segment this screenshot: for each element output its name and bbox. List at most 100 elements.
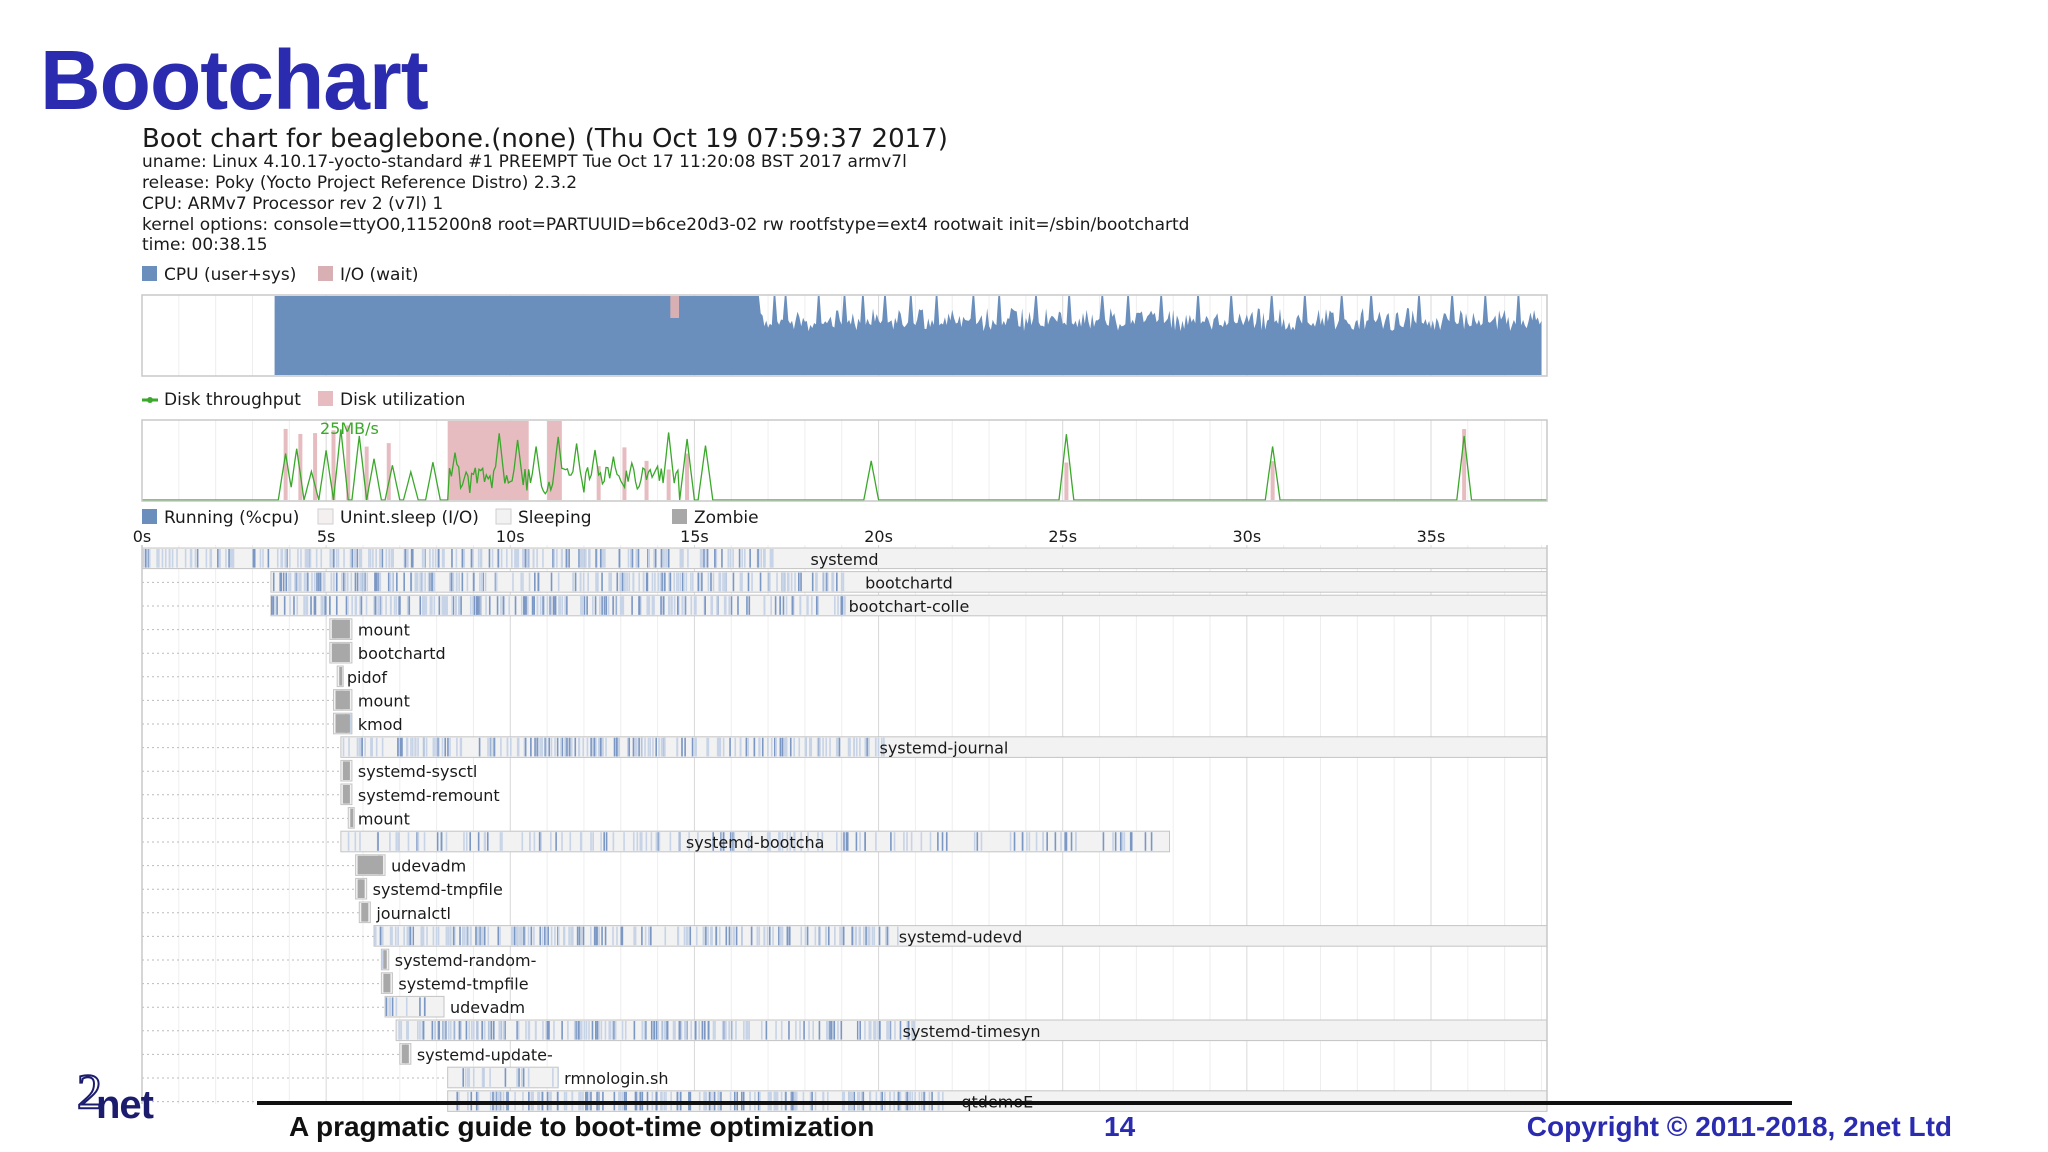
process-zombie-fill <box>357 879 365 898</box>
process-cpu-tick <box>344 572 347 592</box>
process-cpu-tick <box>483 832 486 851</box>
process-cpu-tick <box>730 926 732 946</box>
process-cpu-tick <box>463 926 466 946</box>
disk-utilization-spike <box>666 469 671 500</box>
process-cpu-tick <box>536 737 538 757</box>
process-cpu-tick <box>320 549 323 568</box>
process-cpu-tick <box>705 549 707 568</box>
process-cpu-tick <box>354 572 357 592</box>
process-cpu-tick <box>721 832 723 851</box>
process-cpu-tick <box>743 549 746 568</box>
process-cpu-tick <box>621 596 623 615</box>
process-cpu-tick <box>830 1021 833 1040</box>
process-cpu-tick <box>788 1021 790 1040</box>
process-cpu-tick <box>573 1021 576 1040</box>
process-cpu-tick <box>629 549 632 568</box>
process-cpu-tick <box>516 1068 518 1087</box>
process-cpu-tick <box>480 549 483 568</box>
process-cpu-tick <box>420 926 423 946</box>
process-cpu-tick <box>768 832 770 851</box>
process-cpu-tick <box>743 1021 745 1040</box>
process-zombie-fill <box>357 855 384 875</box>
process-cpu-tick <box>416 572 419 592</box>
process-cpu-tick <box>687 926 689 946</box>
process-cpu-tick <box>690 1021 693 1040</box>
process-cpu-tick <box>406 737 408 757</box>
process-cpu-tick <box>1114 832 1117 851</box>
process-cpu-tick <box>775 1021 777 1040</box>
process-cpu-tick <box>873 926 876 946</box>
process-cpu-tick <box>349 549 352 568</box>
legend-zombie: Zombie <box>694 508 759 528</box>
process-cpu-tick <box>652 737 654 757</box>
process-cpu-tick <box>674 1021 676 1040</box>
process-cpu-tick <box>472 596 474 615</box>
process-cpu-tick <box>658 737 660 757</box>
process-cpu-tick <box>311 572 313 592</box>
process-cpu-tick <box>845 832 848 851</box>
legend-swatch-utilization <box>318 391 333 406</box>
process-cpu-tick <box>1064 832 1066 851</box>
process-cpu-tick <box>662 737 664 757</box>
process-cpu-tick <box>335 549 338 568</box>
process-cpu-tick <box>784 737 787 757</box>
process-cpu-tick <box>517 1021 520 1040</box>
process-cpu-tick <box>313 596 316 615</box>
process-cpu-tick <box>229 549 232 568</box>
process-cpu-tick <box>366 572 369 592</box>
process-cpu-tick <box>628 572 631 592</box>
process-cpu-tick <box>781 737 784 757</box>
process-cpu-tick <box>587 572 589 592</box>
process-label: bootchartd <box>865 573 953 592</box>
process-cpu-tick <box>840 572 843 592</box>
process-cpu-tick <box>329 596 331 615</box>
process-cpu-tick <box>719 737 722 757</box>
process-cpu-tick <box>477 1021 479 1040</box>
process-cpu-tick <box>497 549 500 568</box>
process-cpu-tick <box>772 926 774 946</box>
process-cpu-tick <box>590 832 592 851</box>
process-cpu-tick <box>811 596 813 615</box>
process-cpu-tick <box>837 737 839 757</box>
disk-throughput-line <box>142 429 1547 501</box>
process-cpu-tick <box>878 1021 881 1040</box>
process-cpu-tick <box>579 832 582 851</box>
process-cpu-tick <box>732 926 735 946</box>
process-cpu-tick <box>466 926 469 946</box>
disk-max-throughput-label: 25MB/s <box>320 419 379 438</box>
process-cpu-tick <box>279 572 282 592</box>
process-cpu-tick <box>706 549 709 568</box>
process-cpu-tick <box>835 832 838 851</box>
process-cpu-tick <box>546 1021 549 1040</box>
process-cpu-tick <box>493 737 495 757</box>
process-cpu-tick <box>770 596 772 615</box>
process-cpu-tick <box>377 572 379 592</box>
process-cpu-tick <box>310 596 312 615</box>
process-cpu-tick <box>533 926 535 946</box>
process-cpu-tick <box>361 737 363 757</box>
process-cpu-tick <box>276 596 278 615</box>
process-cpu-tick <box>477 832 480 851</box>
process-cpu-tick <box>635 549 638 568</box>
disk-utilization-spike <box>596 466 601 500</box>
process-cpu-tick <box>601 737 603 757</box>
process-cpu-tick <box>286 549 288 568</box>
process-cpu-tick <box>747 572 750 592</box>
process-label: systemd <box>811 550 879 569</box>
process-cpu-tick <box>827 926 830 946</box>
process-cpu-tick <box>288 572 290 592</box>
process-cpu-tick <box>318 572 320 592</box>
process-cpu-tick <box>520 926 523 946</box>
process-cpu-tick <box>522 572 524 592</box>
process-cpu-tick <box>395 596 398 615</box>
process-cpu-tick <box>721 549 723 568</box>
process-cpu-tick <box>525 596 527 615</box>
process-cpu-tick <box>306 596 309 615</box>
legend-swatch-running <box>142 509 157 524</box>
process-cpu-tick <box>443 596 446 615</box>
process-cpu-tick <box>209 549 212 568</box>
process-cpu-tick <box>478 737 481 757</box>
process-cpu-tick <box>577 1021 580 1040</box>
process-cpu-tick <box>276 549 279 568</box>
process-cpu-tick <box>835 737 838 757</box>
